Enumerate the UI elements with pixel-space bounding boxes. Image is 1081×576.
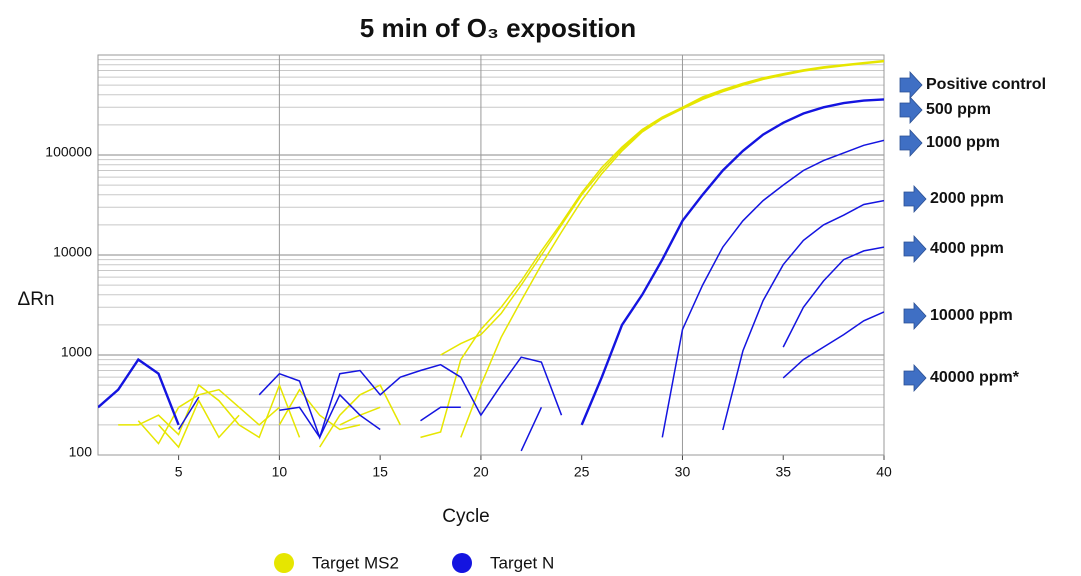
annotations: Positive control 500 ppm 1000 ppm 2000 ppm 4… bbox=[899, 70, 1046, 393]
legend-marker bbox=[452, 553, 472, 573]
x-axis-label: Cycle bbox=[442, 506, 490, 527]
curve bbox=[118, 59, 884, 439]
x-tick-label: 5 bbox=[175, 464, 183, 480]
curve bbox=[98, 98, 884, 426]
curve bbox=[661, 139, 884, 438]
x-tick-label: 20 bbox=[473, 464, 489, 480]
curve bbox=[137, 60, 884, 448]
legend-marker bbox=[274, 553, 294, 573]
y-axis-label: ΔRn bbox=[18, 289, 55, 310]
curve bbox=[722, 199, 884, 431]
arrow bbox=[903, 234, 927, 264]
chart-title: 5 min of O₃ exposition bbox=[360, 13, 636, 43]
curve bbox=[782, 246, 884, 348]
x-tick-label: 25 bbox=[574, 464, 590, 480]
x-tick-label: 10 bbox=[272, 464, 288, 480]
plot-lines bbox=[98, 59, 884, 452]
y-tick-label: 1000 bbox=[61, 344, 92, 360]
y-tick-label: 100 bbox=[69, 444, 93, 460]
annotation: Positive control bbox=[926, 76, 1046, 93]
annotation: 2000 ppm bbox=[930, 190, 1004, 207]
annotation: 1000 ppm bbox=[926, 134, 1000, 151]
curve bbox=[782, 311, 884, 379]
x-tick-label: 30 bbox=[675, 464, 691, 480]
arrow bbox=[903, 363, 927, 393]
y-tick-label: 10000 bbox=[53, 244, 92, 260]
x-tick-label: 40 bbox=[876, 464, 892, 480]
arrow bbox=[903, 184, 927, 214]
arrow bbox=[903, 301, 927, 331]
legend-label: Target MS2 bbox=[312, 553, 399, 572]
y-tick-label: 100000 bbox=[45, 144, 92, 160]
curve bbox=[177, 393, 543, 452]
curve bbox=[258, 356, 563, 440]
grid: 100 1000 10000 100000 5 10 15 20 25 30 35 40 bbox=[45, 54, 892, 480]
arrow bbox=[899, 95, 923, 125]
annotation: 40000 ppm* bbox=[930, 369, 1020, 386]
legend: Target MS2 Target N bbox=[274, 553, 554, 573]
arrow bbox=[899, 128, 923, 158]
legend-label: Target N bbox=[490, 553, 554, 572]
annotation: 10000 ppm bbox=[930, 307, 1013, 324]
arrow bbox=[899, 70, 923, 100]
plot-frame bbox=[97, 54, 885, 456]
x-tick-label: 35 bbox=[775, 464, 791, 480]
x-tick-label: 15 bbox=[372, 464, 388, 480]
annotation: 500 ppm bbox=[926, 101, 991, 118]
curve bbox=[157, 60, 884, 449]
annotation: 4000 ppm bbox=[930, 240, 1004, 257]
